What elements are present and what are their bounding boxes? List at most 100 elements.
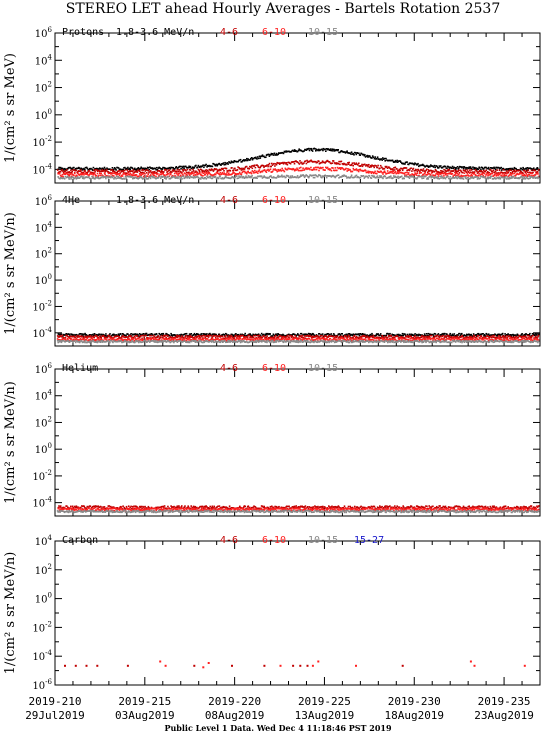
data-point [126,168,129,170]
data-point [363,341,365,343]
data-point [283,161,286,164]
data-point [353,341,355,343]
data-point [529,171,531,174]
data-point [467,167,469,170]
data-point [511,176,514,178]
data-point [70,175,73,178]
data-point [117,333,120,335]
data-point [476,168,478,171]
data-point [487,170,489,173]
data-point [183,339,185,341]
data-point [393,334,395,336]
data-point [284,336,286,339]
data-point [286,334,289,337]
data-point [479,337,482,340]
data-point [113,167,116,169]
data-point [285,151,288,153]
data-point [299,169,301,172]
data-point [458,167,460,169]
data-point [513,172,516,175]
data-point [199,339,201,342]
data-point [455,171,458,173]
data-point [248,176,251,179]
data-point [100,339,102,342]
data-point [526,177,529,180]
data-point [274,338,276,340]
data-point [61,173,64,176]
data-point [227,336,229,339]
data-point [278,163,281,165]
data-point [96,169,98,171]
data-point [282,341,285,344]
data-point [435,165,437,167]
data-point [284,151,286,153]
data-point [203,164,206,167]
data-point [138,340,141,342]
data-point [216,335,219,338]
data-point [296,341,298,343]
data-point [228,335,230,337]
data-point [346,333,348,336]
data-point [333,338,336,340]
data-point [149,337,151,340]
data-point [415,173,417,175]
data-point [273,341,275,343]
data-point [500,166,502,169]
data-point [218,162,221,165]
data-point [316,161,319,164]
data-point [343,174,346,177]
data-point [166,173,168,176]
data-point [232,169,235,171]
data-point [437,177,440,179]
data-point [225,340,228,342]
data-point [411,170,413,172]
data-point [350,170,352,173]
data-point [162,341,164,343]
data-point [307,334,309,337]
data-point [399,334,401,336]
data-point [420,168,422,171]
data-point [127,166,129,169]
data-point [157,335,160,337]
data-point [388,339,390,341]
data-point [289,175,292,177]
data-point [397,338,400,340]
data-point [260,338,262,340]
data-point [259,338,261,341]
data-point [286,150,289,153]
data-point [353,162,355,164]
data-point [153,172,155,174]
data-point [391,341,393,343]
data-point [483,337,485,340]
data-point [238,173,240,175]
data-point [512,175,515,178]
data-point [103,172,106,175]
data-point [329,333,331,336]
data-point [108,176,110,178]
data-point [346,341,348,343]
data-point [100,176,102,179]
data-point [235,338,237,341]
data-point [220,338,222,340]
data-point [505,339,507,341]
data-point [512,173,514,175]
data-point [72,338,74,341]
data-point [70,168,73,170]
data-point [359,341,361,343]
data-point [403,163,405,165]
data-point [447,338,449,340]
data-point [277,153,279,156]
data-point [375,172,377,175]
data-point [460,174,463,177]
data-point [389,338,391,341]
data-point [141,333,144,336]
data-point [321,335,323,337]
data-point [98,170,101,173]
data-point [186,340,189,343]
data-point [109,341,111,344]
data-point [131,339,133,342]
data-point [509,177,512,180]
data-point [266,153,268,156]
data-point [281,335,283,338]
data-point [208,175,211,178]
